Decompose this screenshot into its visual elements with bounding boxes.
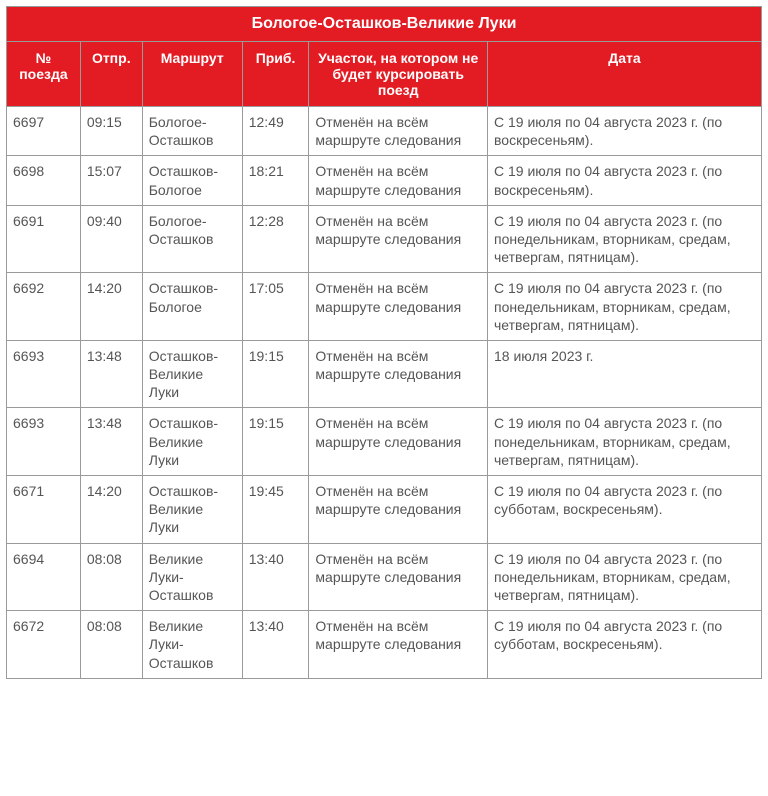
cell-route: Осташков-Великие Луки [142, 476, 242, 544]
col-arrival: Приб. [242, 42, 309, 107]
table-row: 669709:15Бологое-Осташков12:49Отменён на… [7, 107, 762, 156]
cell-departure: 15:07 [80, 156, 142, 205]
table-row: 669109:40Бологое-Осташков12:28Отменён на… [7, 205, 762, 273]
cell-date: С 19 июля по 04 августа 2023 г. (по воск… [488, 156, 762, 205]
cell-section: Отменён на всём маршруте следования [309, 107, 488, 156]
cell-section: Отменён на всём маршруте следования [309, 340, 488, 408]
cell-train-no: 6693 [7, 340, 81, 408]
cell-section: Отменён на всём маршруте следования [309, 156, 488, 205]
col-section: Участок, на котором не будет курсировать… [309, 42, 488, 107]
cell-section: Отменён на всём маршруте следования [309, 476, 488, 544]
cell-departure: 08:08 [80, 611, 142, 679]
cell-route: Бологое-Осташков [142, 205, 242, 273]
col-train-no: № поезда [7, 42, 81, 107]
cell-departure: 13:48 [80, 340, 142, 408]
cell-departure: 09:15 [80, 107, 142, 156]
cell-date: С 19 июля по 04 августа 2023 г. (по поне… [488, 205, 762, 273]
header-row: № поезда Отпр. Маршрут Приб. Участок, на… [7, 42, 762, 107]
cell-route: Осташков-Великие Луки [142, 340, 242, 408]
schedule-table-wrapper: Бологое-Осташков-Великие Луки № поезда О… [0, 0, 768, 685]
cell-arrival: 19:15 [242, 340, 309, 408]
table-row: 667114:20Осташков-Великие Луки19:45Отмен… [7, 476, 762, 544]
table-body: 669709:15Бологое-Осташков12:49Отменён на… [7, 107, 762, 679]
cell-section: Отменён на всём маршруте следования [309, 205, 488, 273]
cell-departure: 09:40 [80, 205, 142, 273]
cell-route: Бологое-Осташков [142, 107, 242, 156]
cell-departure: 14:20 [80, 476, 142, 544]
cell-route: Осташков-Бологое [142, 273, 242, 341]
cell-date: С 19 июля по 04 августа 2023 г. (по субб… [488, 611, 762, 679]
cell-section: Отменён на всём маршруте следования [309, 408, 488, 476]
cell-date: С 19 июля по 04 августа 2023 г. (по воск… [488, 107, 762, 156]
cell-date: С 19 июля по 04 августа 2023 г. (по поне… [488, 408, 762, 476]
cell-train-no: 6694 [7, 543, 81, 611]
cell-arrival: 12:49 [242, 107, 309, 156]
col-route: Маршрут [142, 42, 242, 107]
schedule-table: Бологое-Осташков-Великие Луки № поезда О… [6, 6, 762, 679]
cell-date: С 19 июля по 04 августа 2023 г. (по поне… [488, 543, 762, 611]
cell-train-no: 6692 [7, 273, 81, 341]
cell-train-no: 6671 [7, 476, 81, 544]
cell-date: С 19 июля по 04 августа 2023 г. (по субб… [488, 476, 762, 544]
table-row: 669815:07Осташков-Бологое18:21Отменён на… [7, 156, 762, 205]
cell-arrival: 17:05 [242, 273, 309, 341]
cell-departure: 13:48 [80, 408, 142, 476]
table-title: Бологое-Осташков-Великие Луки [7, 7, 762, 42]
cell-date: С 19 июля по 04 августа 2023 г. (по поне… [488, 273, 762, 341]
table-row: 669408:08Великие Луки-Осташков13:40Отмен… [7, 543, 762, 611]
cell-departure: 08:08 [80, 543, 142, 611]
table-row: 669313:48Осташков-Великие Луки19:15Отмен… [7, 408, 762, 476]
table-row: 669313:48Осташков-Великие Луки19:15Отмен… [7, 340, 762, 408]
cell-arrival: 13:40 [242, 543, 309, 611]
cell-arrival: 18:21 [242, 156, 309, 205]
cell-train-no: 6698 [7, 156, 81, 205]
cell-route: Осташков-Великие Луки [142, 408, 242, 476]
cell-arrival: 13:40 [242, 611, 309, 679]
title-row: Бологое-Осташков-Великие Луки [7, 7, 762, 42]
table-row: 667208:08Великие Луки-Осташков13:40Отмен… [7, 611, 762, 679]
col-date: Дата [488, 42, 762, 107]
col-departure: Отпр. [80, 42, 142, 107]
cell-departure: 14:20 [80, 273, 142, 341]
cell-section: Отменён на всём маршруте следования [309, 611, 488, 679]
cell-train-no: 6693 [7, 408, 81, 476]
cell-train-no: 6672 [7, 611, 81, 679]
cell-route: Великие Луки-Осташков [142, 543, 242, 611]
cell-route: Великие Луки-Осташков [142, 611, 242, 679]
cell-arrival: 19:15 [242, 408, 309, 476]
cell-train-no: 6691 [7, 205, 81, 273]
cell-arrival: 12:28 [242, 205, 309, 273]
cell-route: Осташков-Бологое [142, 156, 242, 205]
cell-date: 18 июля 2023 г. [488, 340, 762, 408]
cell-train-no: 6697 [7, 107, 81, 156]
table-row: 669214:20Осташков-Бологое17:05Отменён на… [7, 273, 762, 341]
cell-arrival: 19:45 [242, 476, 309, 544]
cell-section: Отменён на всём маршруте следования [309, 543, 488, 611]
cell-section: Отменён на всём маршруте следования [309, 273, 488, 341]
